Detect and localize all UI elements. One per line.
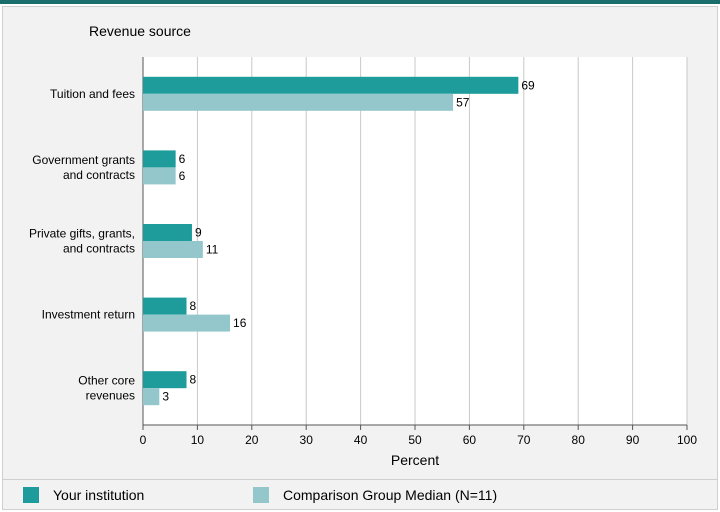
bar-comparison-3 — [143, 314, 231, 332]
legend-label-your-institution: Your institution — [53, 487, 145, 503]
data-label-institution-2: 9 — [195, 226, 202, 240]
legend-item-comparison-group: Comparison Group Median (N=11) — [253, 480, 497, 510]
bar-comparison-4 — [143, 388, 160, 406]
bar-comparison-2 — [143, 241, 203, 258]
x-tick-label-10: 10 — [191, 433, 205, 447]
category-label-1-1: and contracts — [63, 168, 135, 182]
plot-panel: 0 10 20 30 40 50 60 70 80 90 100 Revenue source Perc… — [2, 6, 718, 480]
x-tick-label-60: 60 — [463, 433, 477, 447]
data-label-institution-1: 6 — [179, 152, 186, 166]
data-label-institution-4: 8 — [190, 373, 197, 387]
legend-swatch-comparison-group — [253, 487, 269, 503]
x-tick-label-50: 50 — [408, 433, 422, 447]
legend-item-your-institution: Your institution — [23, 480, 144, 510]
category-label-0-0: Tuition and fees — [50, 87, 135, 101]
bar-comparison-1 — [143, 167, 176, 185]
data-label-comparison-4: 3 — [162, 390, 169, 404]
data-label-institution-0: 69 — [521, 78, 535, 92]
bar-chart: 0 10 20 30 40 50 60 70 80 90 100 Revenue source Perc… — [29, 23, 697, 468]
category-label-4-1: revenues — [86, 389, 135, 403]
legend-swatch-your-institution — [23, 487, 39, 503]
bar-institution-1 — [143, 150, 176, 168]
data-label-comparison-3: 16 — [233, 316, 247, 330]
legend: Your institution Comparison Group Median… — [2, 480, 718, 510]
category-label-4-0: Other core — [78, 374, 135, 388]
x-tick-label-0: 0 — [140, 433, 147, 447]
header-band — [0, 0, 720, 4]
bar-institution-3 — [143, 297, 187, 315]
x-tick-label-100: 100 — [677, 433, 697, 447]
x-tick-label-30: 30 — [300, 433, 314, 447]
category-label-1-0: Government grants — [32, 153, 135, 167]
bar-institution-4 — [143, 371, 187, 389]
data-label-institution-3: 8 — [190, 299, 197, 313]
bar-institution-2 — [143, 224, 192, 241]
bar-comparison-0 — [143, 93, 454, 111]
x-tick-label-20: 20 — [245, 433, 259, 447]
x-tick-label-70: 70 — [517, 433, 531, 447]
bar-institution-0 — [143, 76, 519, 94]
x-tick-label-90: 90 — [626, 433, 640, 447]
x-tick-label-40: 40 — [354, 433, 368, 447]
category-label-2-0: Private gifts, grants, — [29, 227, 135, 241]
legend-label-comparison-group: Comparison Group Median (N=11) — [283, 487, 498, 503]
data-label-comparison-2: 11 — [206, 243, 219, 257]
data-label-comparison-0: 57 — [456, 95, 470, 109]
data-label-comparison-1: 6 — [179, 169, 186, 183]
category-label-2-1: and contracts — [63, 242, 135, 256]
category-axis-title: Revenue source — [89, 23, 191, 39]
x-tick-label-80: 80 — [572, 433, 586, 447]
x-axis-title: Percent — [391, 452, 439, 468]
category-label-3-0: Investment return — [42, 308, 135, 322]
